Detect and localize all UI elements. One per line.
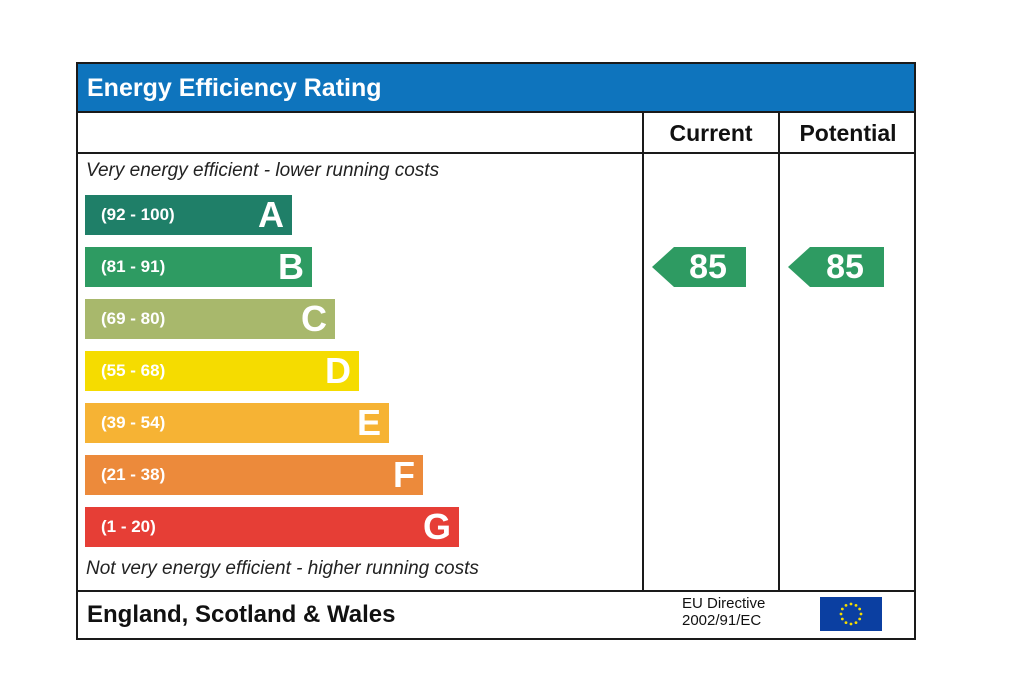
eu-star (844, 621, 848, 625)
band-letter: G (422, 506, 451, 547)
potential-column-header: Potential (799, 120, 897, 146)
eu-star (854, 621, 858, 625)
eu-star (844, 603, 848, 607)
band-e: (39 - 54) E (85, 402, 389, 443)
band-letter: E (356, 402, 381, 443)
footer-divider (78, 590, 914, 592)
band-range-label: (69 - 80) (101, 309, 166, 328)
header-divider (78, 152, 914, 154)
potential-column-divider (778, 113, 780, 590)
top-caption: Very energy efficient - lower running co… (86, 160, 440, 181)
band-range-label: (81 - 91) (101, 257, 166, 276)
band-f: (21 - 38) F (85, 454, 423, 495)
current-column-header: Current (669, 120, 753, 146)
energy-rating-chart: Energy Efficiency Rating Current Potenti… (76, 62, 916, 640)
eu-star (849, 602, 853, 606)
eu-star (859, 612, 863, 616)
band-letter: A (258, 194, 284, 235)
eu-directive-line1: EU Directive (682, 595, 766, 612)
band-d: (55 - 68) D (85, 350, 359, 391)
band-a: (92 - 100) A (85, 194, 292, 235)
band-letter: C (301, 298, 327, 339)
band-range-label: (55 - 68) (101, 361, 166, 380)
eu-directive-line2: 2002/91/EC (682, 612, 762, 629)
band-range-label: (39 - 54) (101, 413, 166, 432)
current-column-divider (642, 113, 644, 590)
band-letter: B (278, 246, 304, 287)
eu-star (858, 607, 862, 611)
potential-rating-arrow: 85 (788, 247, 884, 287)
current-rating-arrow: 85 (652, 247, 746, 287)
band-c: (69 - 80) C (85, 298, 335, 339)
eu-star (840, 617, 844, 621)
band-b: (81 - 91) B (85, 246, 312, 287)
eu-star (849, 622, 853, 626)
bottom-caption: Not very energy efficient - higher runni… (86, 558, 479, 579)
footer-region: England, Scotland & Wales (87, 601, 396, 628)
chart-title: Energy Efficiency Rating (78, 64, 914, 113)
eu-star (854, 603, 858, 607)
band-letter: F (393, 454, 415, 495)
eu-star (840, 607, 844, 611)
band-letter: D (325, 350, 351, 391)
band-range-label: (21 - 38) (101, 465, 166, 484)
band-range-label: (92 - 100) (101, 205, 175, 224)
eu-flag-icon (820, 597, 882, 631)
band-range-label: (1 - 20) (101, 517, 156, 536)
band-g: (1 - 20) G (85, 506, 459, 547)
eu-star (858, 617, 862, 621)
eu-directive: EU Directive 2002/91/EC (682, 595, 765, 629)
eu-star (839, 612, 843, 616)
